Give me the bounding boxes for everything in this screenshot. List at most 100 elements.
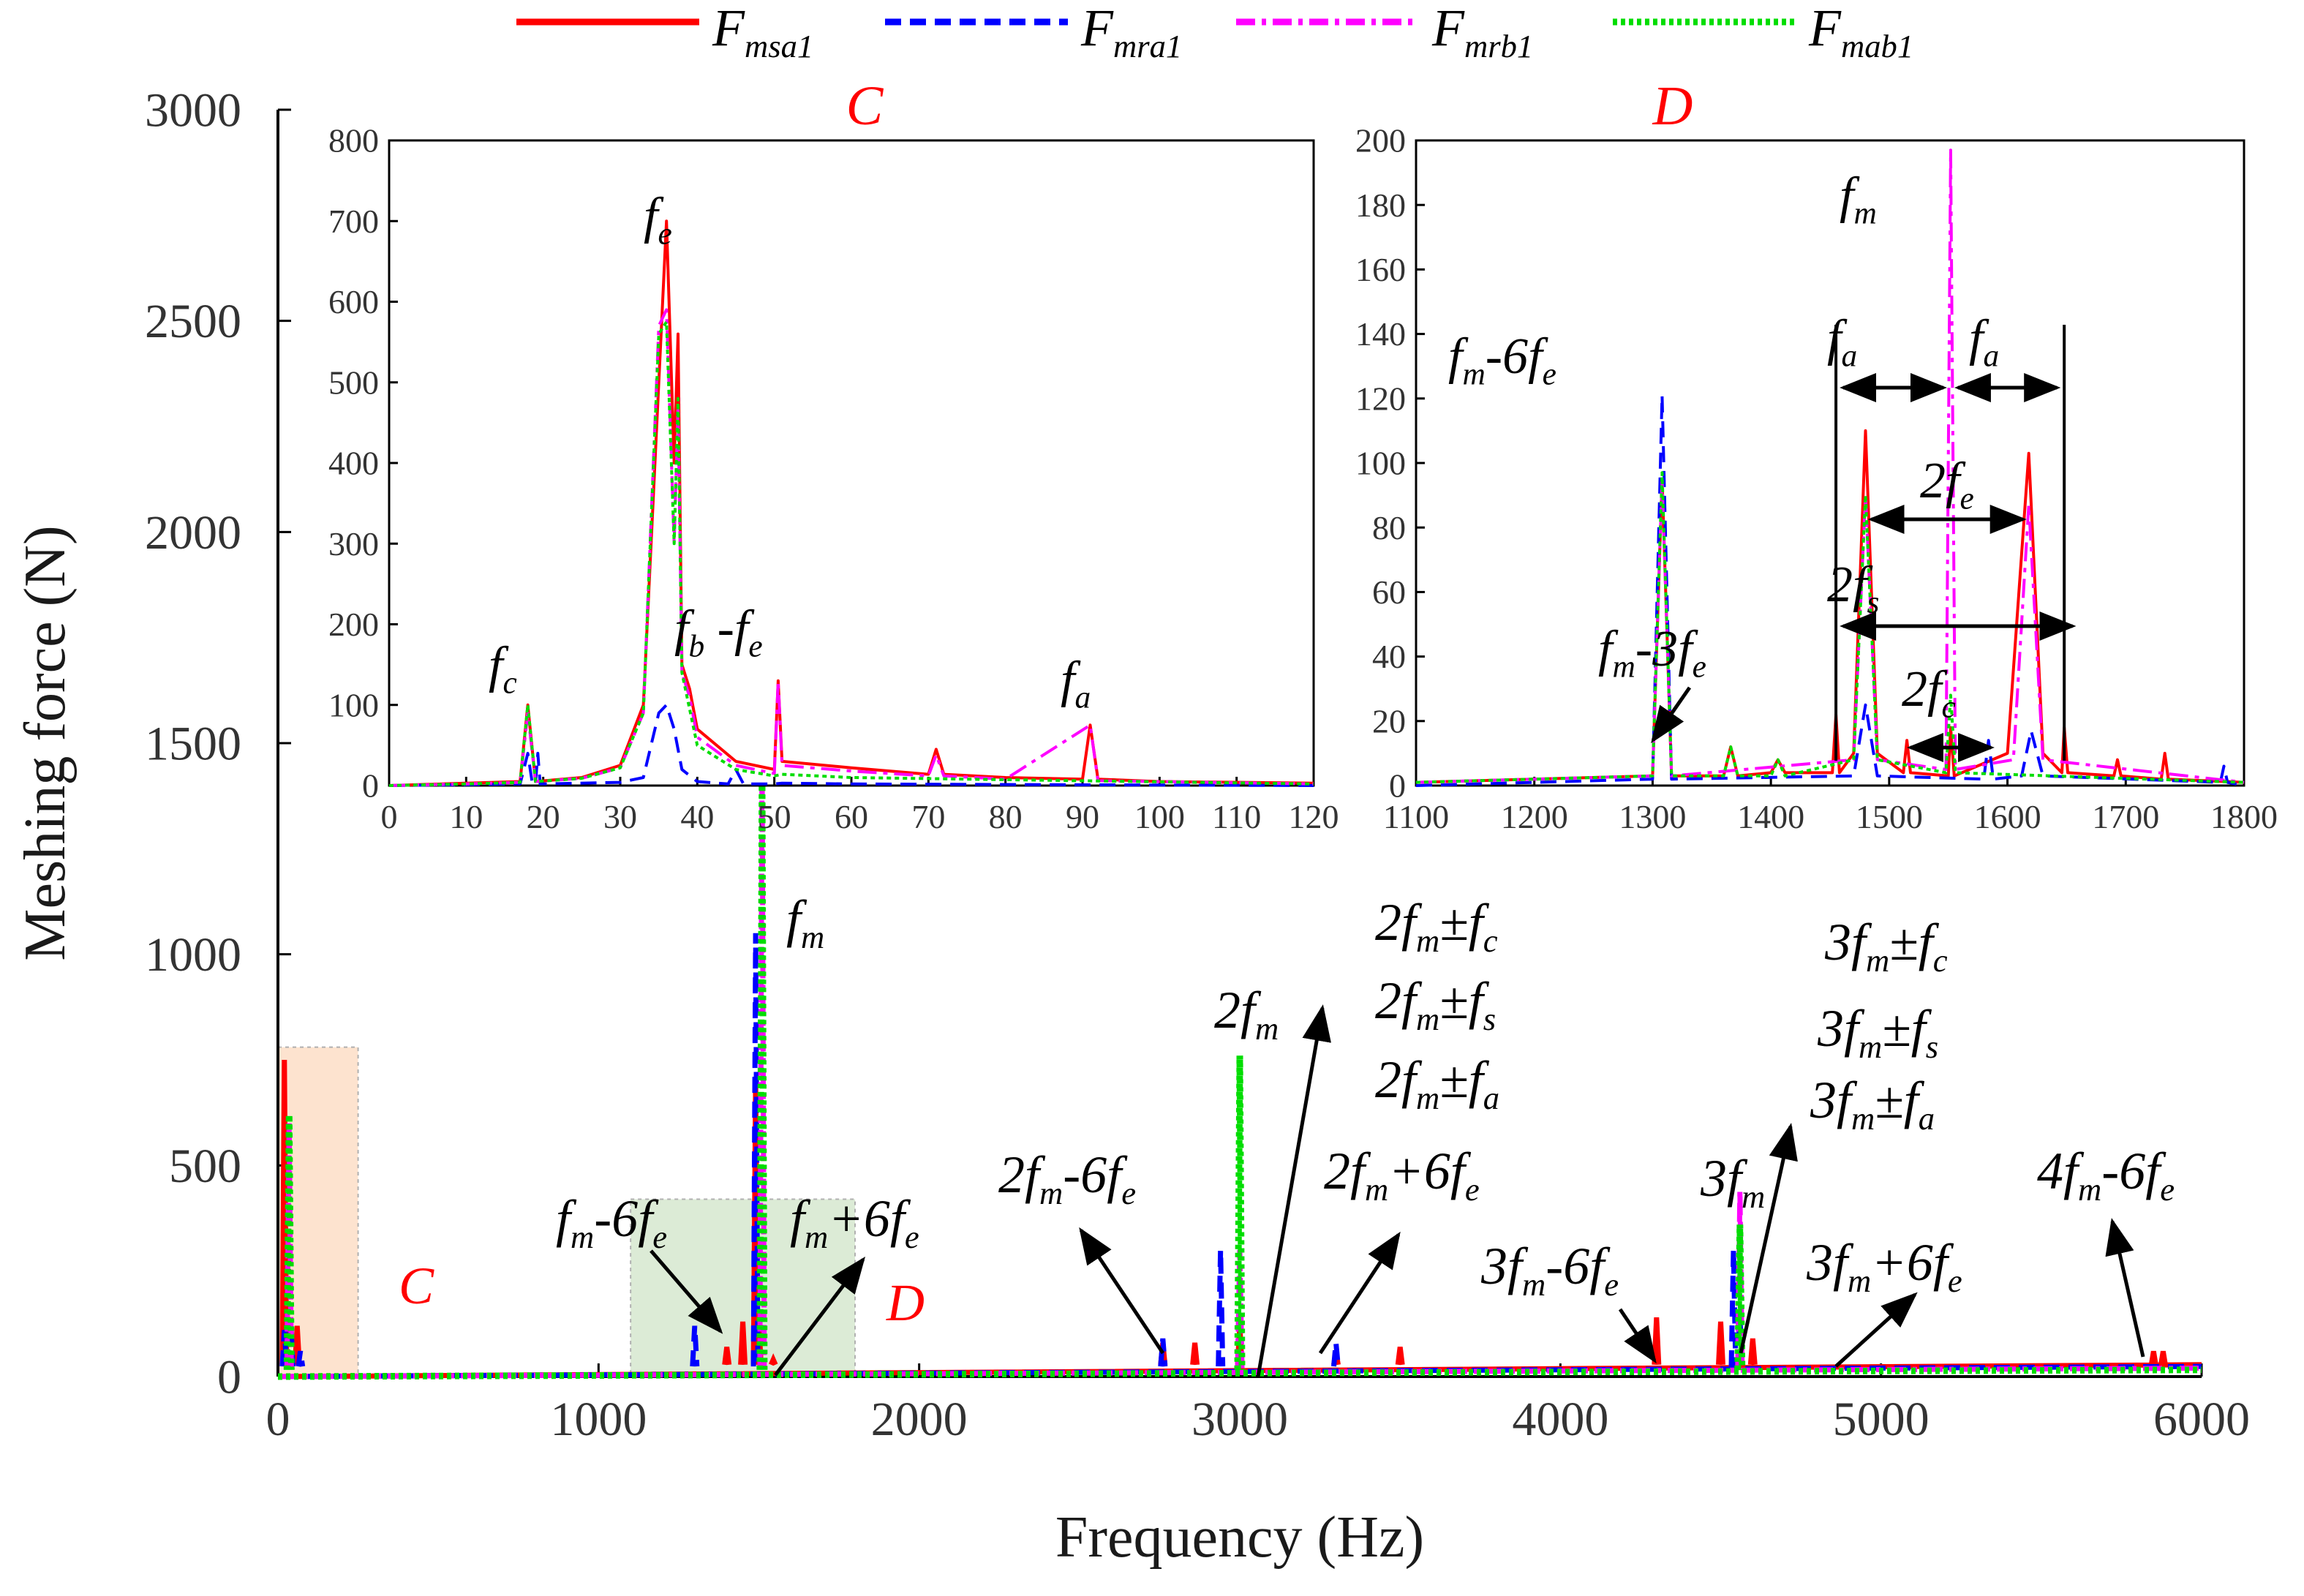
inset-d-x-tick-label: 1800 xyxy=(2210,798,2278,835)
legend-label-0: Fmsa1 xyxy=(712,0,813,64)
inset-c-title: C xyxy=(846,75,884,137)
arrow-2fm xyxy=(1256,1004,1331,1377)
annot-2fm: 2fm xyxy=(1214,981,1279,1047)
arrow-3fm xyxy=(1739,1123,1798,1354)
inset-d-y-tick-label: 40 xyxy=(1372,638,1406,675)
inset-c-x-tick-label: 110 xyxy=(1212,798,1261,835)
inset-d-annot-2fc: 2fc xyxy=(1902,661,1956,724)
annot-2fm-pm-fc: 2fm±fc xyxy=(1375,893,1498,959)
inset-c-plot-area xyxy=(388,139,1315,787)
annot-4fm-minus-6fe: 4fm-6fe xyxy=(2037,1142,2175,1208)
inset-d-y-tick-label: 160 xyxy=(1355,251,1406,288)
annot-2fm-pm-fa: 2fm±fa xyxy=(1375,1050,1499,1116)
inset-d-annot-fm-minus-6fe: fm-6fe xyxy=(1448,328,1556,391)
inset-c-x-tick-label: 60 xyxy=(835,798,868,835)
annot-3fm-plus-6fe: 3fm+6fe xyxy=(1806,1233,1962,1299)
inset-d-plot-area xyxy=(1415,139,2245,787)
inset-c-x-tick-label: 40 xyxy=(680,798,714,835)
inset-c-x-tick-label: 20 xyxy=(527,798,560,835)
inset-c-x-tick-label: 80 xyxy=(989,798,1023,835)
legend-label-1: Fmra1 xyxy=(1080,0,1182,64)
inset-d-annot-fa-right: fa xyxy=(1969,310,1999,373)
arrow-4fm-minus-6fe xyxy=(2105,1218,2145,1358)
arrow-3fm-plus-6fe xyxy=(1834,1292,1918,1368)
inset-c-x-tick-label: 90 xyxy=(1066,798,1099,835)
annot-3fm-minus-6fe: 3fm-6fe xyxy=(1480,1237,1619,1303)
main-x-tick-label: 5000 xyxy=(1833,1393,1930,1446)
inset-c-x-tick-label: 0 xyxy=(381,798,398,835)
main-y-tick-label: 0 xyxy=(217,1350,241,1404)
inset-d-x-tick-label: 1600 xyxy=(1974,798,2041,835)
annot-3fm-pm-fs: 3fm±fs xyxy=(1817,999,1938,1065)
annot-fm-minus-6fe: fm-6fe xyxy=(556,1189,667,1255)
main-y-tick-label: 500 xyxy=(169,1140,241,1193)
inset-d-x-tick-label: 1700 xyxy=(2092,798,2159,835)
inset-d-y-tick-label: 180 xyxy=(1355,187,1406,224)
main-x-tick-label: 1000 xyxy=(550,1393,647,1446)
main-y-tick-label: 1000 xyxy=(145,928,241,982)
inset-c-y-tick-label: 700 xyxy=(328,203,379,240)
inset-c-x-tick-label: 120 xyxy=(1289,798,1339,835)
arrow-fm-plus-6fe xyxy=(774,1257,866,1377)
main-x-tick-label: 6000 xyxy=(2153,1393,2250,1446)
inset-c-y-tick-label: 0 xyxy=(362,767,379,805)
inset-c-x-tick-label: 70 xyxy=(911,798,945,835)
arrow-3fm-minus-6fe xyxy=(1618,1308,1657,1364)
inset-d-annot-2fs: 2fs xyxy=(1827,557,1879,620)
inset-d-series-3 xyxy=(1415,471,2245,784)
inset-d-annot-fm-minus-3fe: fm-3fe xyxy=(1598,621,1706,684)
y-axis-title: Meshing force (N) xyxy=(13,525,78,960)
inset-d-x-tick-label: 1400 xyxy=(1737,798,1804,835)
inset-c-y-tick-label: 600 xyxy=(328,283,379,320)
main-y-tick-label: 1500 xyxy=(145,717,241,770)
annot-fm: fm xyxy=(786,889,824,955)
main-y-tick-label: 2500 xyxy=(145,295,241,348)
inset-d-x-tick-label: 1500 xyxy=(1856,798,1923,835)
inset-d-x-tick-label: 1100 xyxy=(1383,798,1449,835)
annot-2fm-pm-fs: 2fm±fs xyxy=(1375,971,1496,1037)
annot-3fm-pm-fa: 3fm±fa xyxy=(1810,1071,1935,1137)
main-y-tick-label: 3000 xyxy=(145,83,241,137)
inset-c-series-1 xyxy=(388,703,1314,787)
inset-d-y-tick-label: 0 xyxy=(1389,767,1406,805)
inset-c-y-tick-label: 200 xyxy=(328,606,379,643)
inset-c-y-tick-label: 400 xyxy=(328,445,379,482)
inset-d-y-tick-label: 80 xyxy=(1372,509,1406,546)
inset-d-title: D xyxy=(1652,75,1693,137)
arrow-2fm-minus-6fe xyxy=(1079,1227,1165,1355)
annot-fm-plus-6fe: fm+6fe xyxy=(790,1189,919,1255)
inset-d-y-tick-label: 60 xyxy=(1372,573,1406,611)
annot-3fm-pm-fc: 3fm±fc xyxy=(1824,913,1948,979)
inset-d-y-tick-label: 200 xyxy=(1355,122,1406,159)
inset-d-series-2 xyxy=(1415,148,2245,784)
inset-c-y-tick-label: 300 xyxy=(328,525,379,562)
inset-c-x-tick-label: 30 xyxy=(603,798,637,835)
x-axis-title: Frequency (Hz) xyxy=(1055,1505,1424,1570)
main-x-tick-label: 3000 xyxy=(1191,1393,1288,1446)
main-y-tick-label: 2000 xyxy=(145,506,241,560)
annot-3fm: 3fm xyxy=(1700,1149,1765,1215)
annot-2fm-minus-6fe: 2fm-6fe xyxy=(998,1145,1136,1211)
inset-d-y-tick-label: 120 xyxy=(1355,380,1406,417)
inset-d-x-tick-label: 1200 xyxy=(1501,798,1568,835)
inset-c-series-3 xyxy=(388,320,1314,787)
inset-d-arrow-fm-minus-3fe xyxy=(1651,686,1692,744)
arrow-2fm-plus-6fe xyxy=(1318,1231,1401,1355)
main-x-tick-label: 4000 xyxy=(1512,1393,1608,1446)
inset-c-x-tick-label: 50 xyxy=(758,798,791,835)
annot-region-d: D xyxy=(886,1273,925,1332)
inset-c-x-tick-label: 10 xyxy=(449,798,483,835)
inset-c-annot-fb-minus-fe: fb -fe xyxy=(674,601,763,663)
inset-d-y-tick-label: 100 xyxy=(1355,445,1406,482)
legend-label-3: Fmab1 xyxy=(1808,0,1913,64)
inset-d-y-tick-label: 140 xyxy=(1355,315,1406,353)
inset-c-x-tick-label: 100 xyxy=(1134,798,1185,835)
inset-d-x-tick-label: 1300 xyxy=(1619,798,1686,835)
arrow-fm-minus-6fe xyxy=(650,1249,723,1334)
annot-region-c: C xyxy=(399,1257,434,1315)
legend-label-2: Fmrb1 xyxy=(1431,0,1533,64)
inset-c-y-tick-label: 500 xyxy=(328,364,379,401)
inset-c-y-tick-label: 800 xyxy=(328,122,379,159)
annot-2fm-plus-6fe: 2fm+6fe xyxy=(1324,1142,1480,1208)
